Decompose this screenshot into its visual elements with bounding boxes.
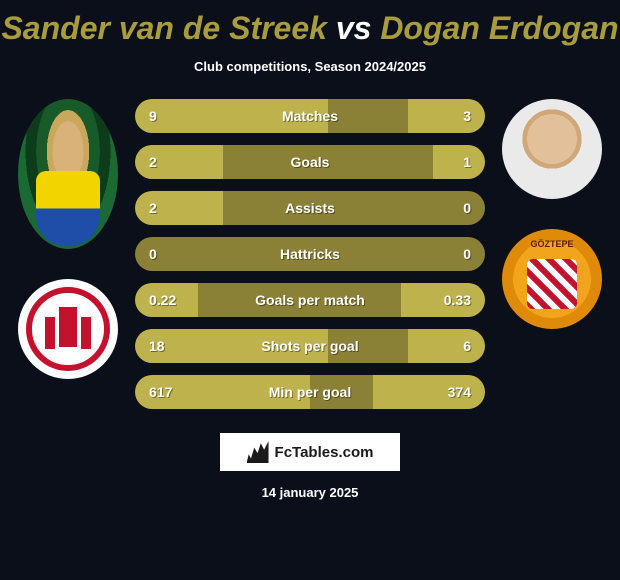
stat-row: 18Shots per goal6	[135, 329, 485, 363]
subtitle: Club competitions, Season 2024/2025	[0, 59, 620, 74]
stat-label: Assists	[135, 200, 485, 216]
player1-column	[18, 99, 118, 379]
player2-column	[502, 99, 602, 329]
fctables-label: FcTables.com	[275, 444, 374, 461]
stat-label: Goals	[135, 154, 485, 170]
stat-row: 0Hattricks0	[135, 237, 485, 271]
date-label: 14 january 2025	[0, 485, 620, 500]
stat-value-right: 1	[463, 154, 471, 170]
player1-club-badge	[18, 279, 118, 379]
stat-value-right: 374	[448, 384, 471, 400]
player1-name: Sander van de Streek	[1, 10, 326, 46]
stat-value-right: 3	[463, 108, 471, 124]
stat-value-right: 0	[463, 200, 471, 216]
main-content: 9Matches32Goals12Assists00Hattricks00.22…	[0, 99, 620, 409]
stat-row: 2Assists0	[135, 191, 485, 225]
stat-label: Goals per match	[135, 292, 485, 308]
stat-row: 617Min per goal374	[135, 375, 485, 409]
stat-row: 9Matches3	[135, 99, 485, 133]
stat-value-right: 0.33	[444, 292, 471, 308]
fctables-icon	[247, 441, 269, 463]
stat-value-right: 0	[463, 246, 471, 262]
stat-label: Min per goal	[135, 384, 485, 400]
branding-box[interactable]: FcTables.com	[220, 433, 400, 471]
player2-photo	[502, 99, 602, 199]
stat-value-right: 6	[463, 338, 471, 354]
player1-photo	[18, 99, 118, 249]
stat-label: Hattricks	[135, 246, 485, 262]
player2-name: Dogan Erdogan	[380, 10, 618, 46]
stat-row: 2Goals1	[135, 145, 485, 179]
stat-label: Matches	[135, 108, 485, 124]
vs-label: vs	[336, 10, 372, 46]
stat-label: Shots per goal	[135, 338, 485, 354]
comparison-title: Sander van de Streek vs Dogan Erdogan	[0, 0, 620, 47]
stats-bars: 9Matches32Goals12Assists00Hattricks00.22…	[135, 99, 485, 409]
stat-row: 0.22Goals per match0.33	[135, 283, 485, 317]
player2-club-badge	[502, 229, 602, 329]
